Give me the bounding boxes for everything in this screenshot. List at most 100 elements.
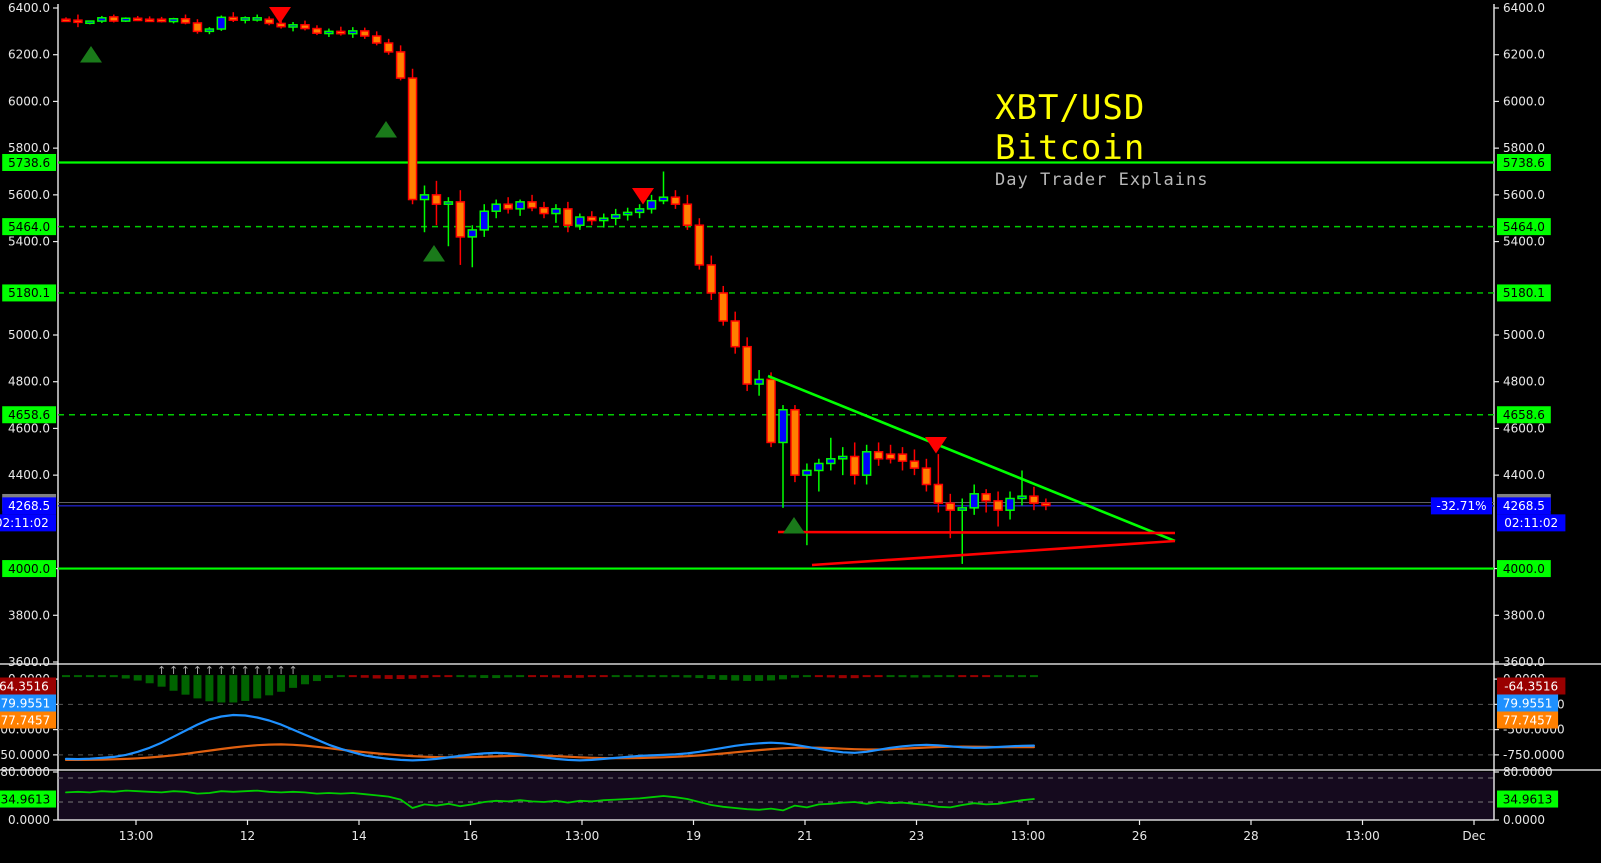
rsi-readout-badge[interactable]: 34.9613	[1497, 790, 1559, 808]
candle-body	[957, 507, 967, 511]
candle-body	[790, 408, 800, 476]
price-level-badge-background	[1497, 284, 1551, 302]
macd-histogram-bar	[516, 675, 525, 678]
price-level-badge[interactable]: 4000.0	[2, 560, 56, 578]
countdown-badge-text: 02:11:02	[0, 516, 49, 530]
candle-body	[192, 22, 203, 33]
price-tick-label-left: 3600.0	[8, 655, 50, 669]
macd-tick-label-right: -750.0000	[1503, 748, 1565, 762]
sell-signal-marker[interactable]	[269, 7, 291, 24]
price-level-badge[interactable]: 5180.1	[1497, 284, 1551, 302]
macd-readout-badge[interactable]: -64.3516	[1497, 677, 1566, 695]
time-tick-label: 13:00	[1011, 829, 1046, 843]
trendlines[interactable]	[767, 374, 1176, 567]
macd-histogram-bar	[289, 675, 298, 688]
macd-histogram-bar	[157, 675, 166, 687]
sell-signal-marker[interactable]	[632, 188, 654, 205]
candle-body	[539, 206, 549, 215]
macd-readout-badge[interactable]: 77.7457	[1497, 711, 1559, 729]
rsi-tick-label-right: 80.0000	[1503, 765, 1553, 779]
macd-readout-badge[interactable]: 79.9551	[1497, 694, 1559, 712]
price-level-badge-background	[1497, 153, 1551, 171]
macd-histogram-bar	[396, 675, 405, 680]
candle-body	[467, 229, 478, 238]
signal-markers[interactable]	[80, 7, 947, 534]
buy-signal-marker[interactable]	[423, 245, 445, 262]
price-tick-label-left: 3800.0	[8, 608, 50, 622]
chart-title-block: XBT/USD Bitcoin Day Trader Explains	[995, 88, 1208, 192]
macd-histogram-bar	[480, 675, 489, 679]
candlestick	[407, 68, 418, 205]
price-level-badge[interactable]: 4658.6	[1497, 406, 1551, 424]
countdown-badge[interactable]: 02:11:02	[1497, 514, 1566, 532]
time-tick-label: 28	[1243, 829, 1258, 843]
candlestick	[97, 15, 107, 23]
price-level-badge-text: 4000.0	[8, 562, 50, 576]
last-price-badge[interactable]: 4268.5	[1497, 497, 1551, 515]
rsi-readout-badge[interactable]: 34.9613	[0, 790, 56, 808]
candlestick	[288, 22, 298, 32]
candle-body	[85, 20, 95, 25]
candlestick	[778, 405, 788, 508]
instrument-name: Bitcoin	[995, 128, 1146, 168]
candle-body	[455, 201, 466, 238]
macd-histogram-bar	[229, 675, 238, 703]
macd-histogram-bar	[420, 675, 429, 678]
candlestick	[431, 180, 442, 226]
candlestick	[993, 491, 1003, 527]
countdown-badge[interactable]: 02:11:02	[0, 514, 57, 532]
candlestick	[144, 16, 155, 23]
horizontal-support[interactable]	[777, 530, 1176, 535]
candle-body	[622, 211, 633, 216]
macd-histogram-bar	[492, 675, 501, 679]
macd-histogram-bar	[468, 675, 477, 678]
macd-arrow-icon: ↑	[229, 664, 238, 677]
price-level-badge[interactable]: 5464.0	[1497, 218, 1551, 236]
rsi-readout-badge-text: 34.9613	[1503, 792, 1553, 806]
candlestick	[228, 12, 239, 23]
candle-body	[658, 196, 669, 202]
buy-signal-marker[interactable]	[783, 517, 805, 534]
sell-signal-marker[interactable]	[925, 437, 947, 454]
price-tick-label-left: 5600.0	[8, 188, 50, 202]
price-tick-label-right: 4600.0	[1503, 421, 1545, 435]
candlestick	[479, 204, 489, 237]
candlestick	[1017, 470, 1027, 506]
macd-readout-badge[interactable]: 77.7457	[0, 711, 56, 729]
price-level-badge[interactable]: 4658.6	[2, 406, 56, 424]
descending-resistance[interactable]	[767, 374, 1176, 543]
candlestick	[539, 201, 549, 219]
buy-signal-marker[interactable]	[375, 121, 397, 138]
macd-histogram-bar	[73, 675, 82, 678]
macd-histogram-bar	[671, 675, 680, 678]
price-level-badge-text: 5464.0	[1503, 220, 1545, 234]
candlestick	[551, 204, 561, 223]
candlestick	[587, 211, 597, 226]
price-tick-label-right: 3800.0	[1503, 608, 1545, 622]
price-level-badge[interactable]: 5180.1	[2, 284, 56, 302]
macd-histogram-bar	[336, 675, 345, 678]
candlestick	[61, 17, 71, 23]
macd-readout-badge[interactable]: -64.3516	[0, 677, 57, 695]
axis-badges[interactable]: 5738.6 5738.6 5464.0 5464.0 5180.1 5180.1 4658…	[0, 153, 1566, 808]
rsi-readout-badge-text: 34.9613	[1, 792, 51, 806]
time-tick-label: 16	[463, 829, 478, 843]
change-percent-badge[interactable]: -32.71%	[1430, 497, 1492, 515]
price-level-badge-background	[2, 406, 56, 424]
buy-signal-marker[interactable]	[80, 46, 102, 63]
last-price-badge[interactable]: 4268.5	[2, 497, 56, 515]
candlestick	[790, 405, 800, 483]
price-level-badge[interactable]: 4000.0	[1497, 560, 1551, 578]
rising-support[interactable]	[811, 539, 1176, 567]
candlestick	[682, 194, 693, 230]
candlestick	[730, 311, 740, 354]
macd-histogram-bar	[85, 675, 94, 678]
price-level-badge[interactable]: 5738.6	[1497, 153, 1551, 171]
price-level-badge[interactable]: 5738.6	[2, 153, 56, 171]
macd-histogram-bar	[324, 675, 333, 679]
macd-readout-badge[interactable]: 79.9551	[0, 694, 56, 712]
price-tick-label-left: 6400.0	[8, 1, 50, 15]
price-level-badge[interactable]: 5464.0	[2, 218, 56, 236]
price-tick-label-left: 6200.0	[8, 48, 50, 62]
